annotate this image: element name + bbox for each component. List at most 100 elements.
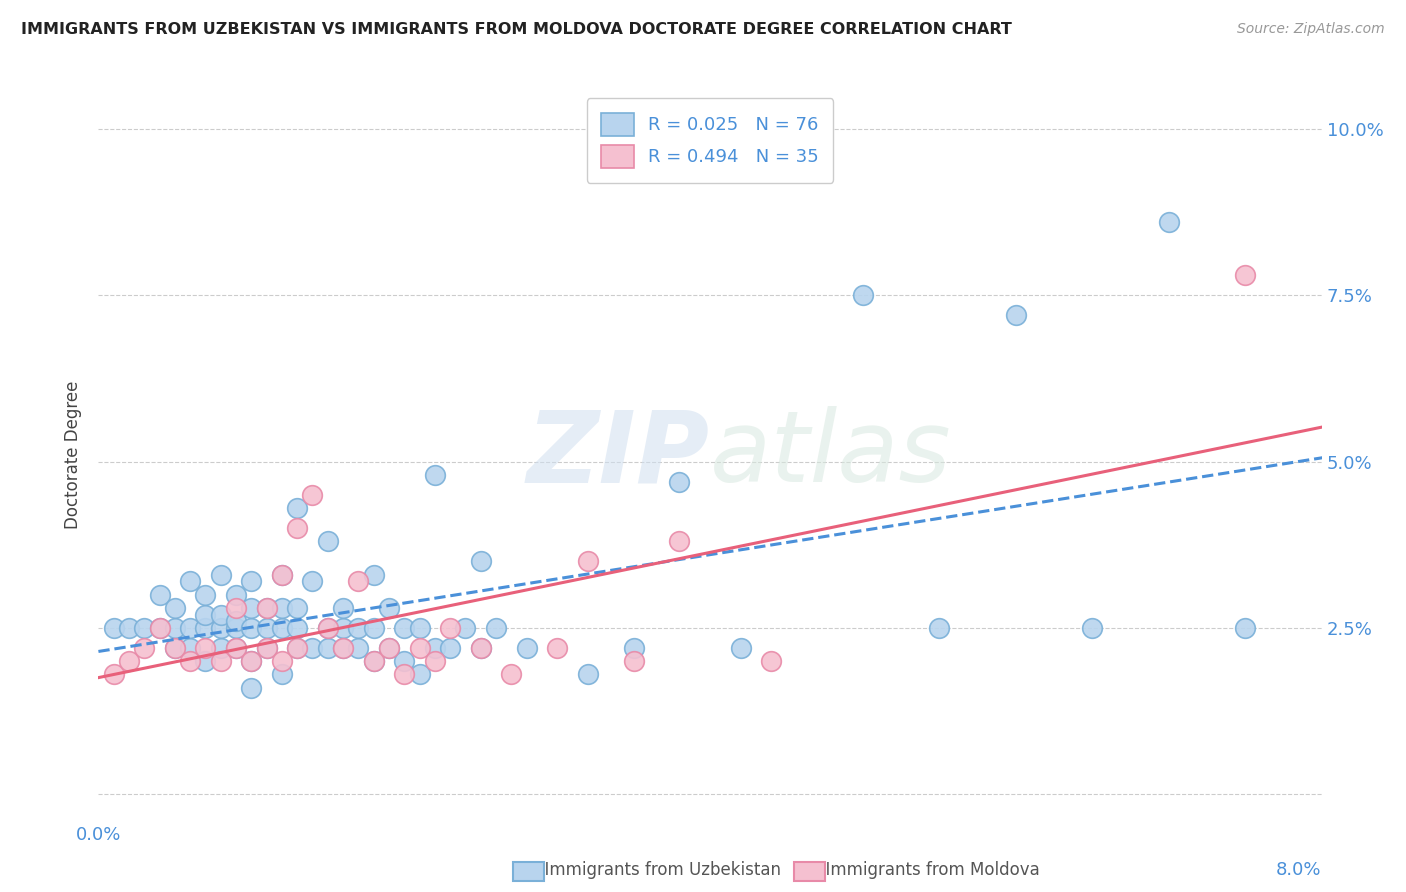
Point (439, 640, 461, 655)
Point (516, 640, 538, 655)
Point (256, 640, 278, 655)
Point (301, 488, 323, 502)
Point (149, 621, 172, 635)
Point (209, 654, 232, 668)
Point (256, 600, 278, 615)
Point (378, 640, 401, 655)
Point (285, 521, 308, 535)
Point (103, 667, 125, 681)
Point (225, 588, 247, 602)
Point (423, 640, 446, 655)
Point (149, 588, 172, 602)
Point (378, 600, 401, 615)
Point (194, 640, 217, 655)
Point (1234, 268, 1257, 283)
Point (240, 574, 263, 589)
Point (225, 600, 247, 615)
Point (668, 534, 690, 549)
Text: atlas: atlas (710, 407, 952, 503)
Point (392, 667, 416, 681)
Point (576, 667, 599, 681)
Point (163, 640, 186, 655)
Text: Source: ZipAtlas.com: Source: ZipAtlas.com (1237, 22, 1385, 37)
Point (285, 640, 308, 655)
Point (225, 640, 247, 655)
Point (194, 621, 217, 635)
Point (316, 534, 339, 549)
Point (332, 600, 354, 615)
Point (179, 654, 201, 668)
Point (256, 621, 278, 635)
Point (501, 667, 523, 681)
Text: Immigrants from Moldova: Immigrants from Moldova (815, 861, 1040, 879)
Point (270, 600, 294, 615)
Point (363, 567, 385, 582)
Point (134, 621, 156, 635)
Point (270, 567, 294, 582)
Point (408, 621, 430, 635)
Point (378, 640, 401, 655)
Point (270, 654, 294, 668)
Point (1081, 621, 1104, 635)
Point (316, 640, 339, 655)
Point (240, 654, 263, 668)
Text: Immigrants from Uzbekistan: Immigrants from Uzbekistan (534, 861, 782, 879)
Point (316, 621, 339, 635)
Point (332, 640, 354, 655)
Point (470, 640, 492, 655)
Point (240, 621, 263, 635)
Point (363, 654, 385, 668)
Point (576, 554, 599, 568)
Point (408, 640, 430, 655)
Point (347, 640, 370, 655)
Point (285, 621, 308, 635)
Point (470, 554, 492, 568)
Point (423, 467, 446, 482)
Point (270, 667, 294, 681)
Point (118, 654, 141, 668)
Point (301, 640, 323, 655)
Point (1004, 308, 1026, 322)
Point (408, 667, 430, 681)
Point (194, 607, 217, 622)
Point (163, 621, 186, 635)
Point (546, 640, 568, 655)
Point (209, 607, 232, 622)
Point (194, 654, 217, 668)
Point (163, 600, 186, 615)
Text: 8.0%: 8.0% (1277, 861, 1322, 879)
Point (209, 567, 232, 582)
Y-axis label: Doctorate Degree: Doctorate Degree (65, 381, 83, 529)
Point (668, 475, 690, 489)
Point (134, 640, 156, 655)
Point (209, 640, 232, 655)
Point (256, 600, 278, 615)
Point (179, 640, 201, 655)
Point (149, 621, 172, 635)
Point (270, 567, 294, 582)
Point (240, 654, 263, 668)
Point (454, 621, 477, 635)
Point (240, 681, 263, 695)
Point (285, 501, 308, 516)
Point (928, 621, 950, 635)
Point (163, 640, 186, 655)
Point (285, 640, 308, 655)
Point (730, 640, 752, 655)
Point (423, 654, 446, 668)
Point (103, 621, 125, 635)
Point (347, 621, 370, 635)
Point (1157, 215, 1180, 229)
Point (256, 640, 278, 655)
Point (623, 654, 645, 668)
Point (1234, 621, 1257, 635)
Text: ZIP: ZIP (527, 407, 710, 503)
Point (179, 574, 201, 589)
Point (118, 621, 141, 635)
Point (439, 621, 461, 635)
Point (301, 574, 323, 589)
Point (347, 574, 370, 589)
Point (485, 621, 508, 635)
Point (240, 600, 263, 615)
Point (852, 288, 875, 302)
